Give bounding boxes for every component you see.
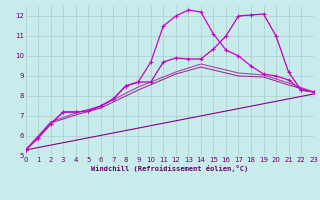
X-axis label: Windchill (Refroidissement éolien,°C): Windchill (Refroidissement éolien,°C) [91,165,248,172]
